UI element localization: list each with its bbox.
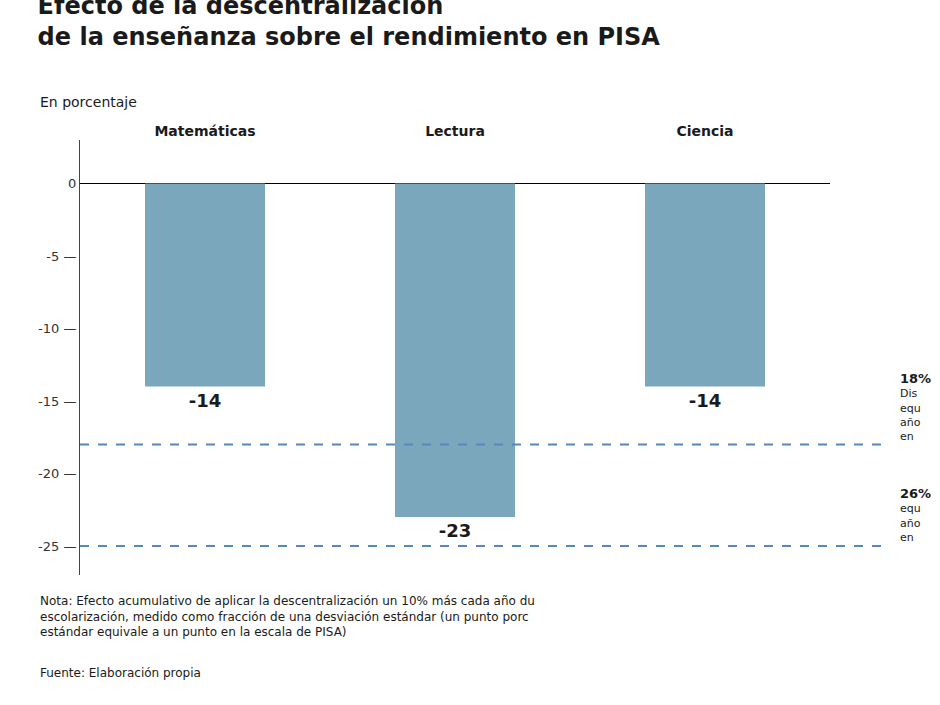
svg-text:-23: -23 (439, 520, 472, 541)
svg-text:Efecto de la descentralización: Efecto de la descentralizaciónde la ense… (38, 0, 661, 51)
svg-text:-10 —: -10 — (38, 321, 76, 336)
svg-text:Matemáticas: Matemáticas (154, 123, 255, 139)
svg-text:Nota: Efecto acumulativo de ap: Nota: Efecto acumulativo de aplicar la d… (40, 594, 535, 639)
svg-text:Ciencia: Ciencia (676, 123, 733, 139)
svg-text:-5 —: -5 — (46, 249, 76, 264)
svg-text:26%equañoen: 26%equañoen (900, 486, 931, 544)
svg-text:Lectura: Lectura (425, 123, 485, 139)
svg-text:-25 —: -25 — (38, 539, 76, 554)
svg-text:En porcentaje: En porcentaje (40, 94, 137, 110)
svg-text:-14: -14 (189, 390, 222, 411)
svg-text:18%Disequañoen: 18%Disequañoen (900, 371, 931, 443)
svg-text:-15 —: -15 — (38, 394, 76, 409)
svg-text:-20 —: -20 — (38, 466, 76, 481)
svg-text:0: 0 (68, 176, 76, 191)
svg-text:-14: -14 (689, 390, 722, 411)
svg-text:Fuente: Elaboración propia: Fuente: Elaboración propia (40, 666, 201, 680)
